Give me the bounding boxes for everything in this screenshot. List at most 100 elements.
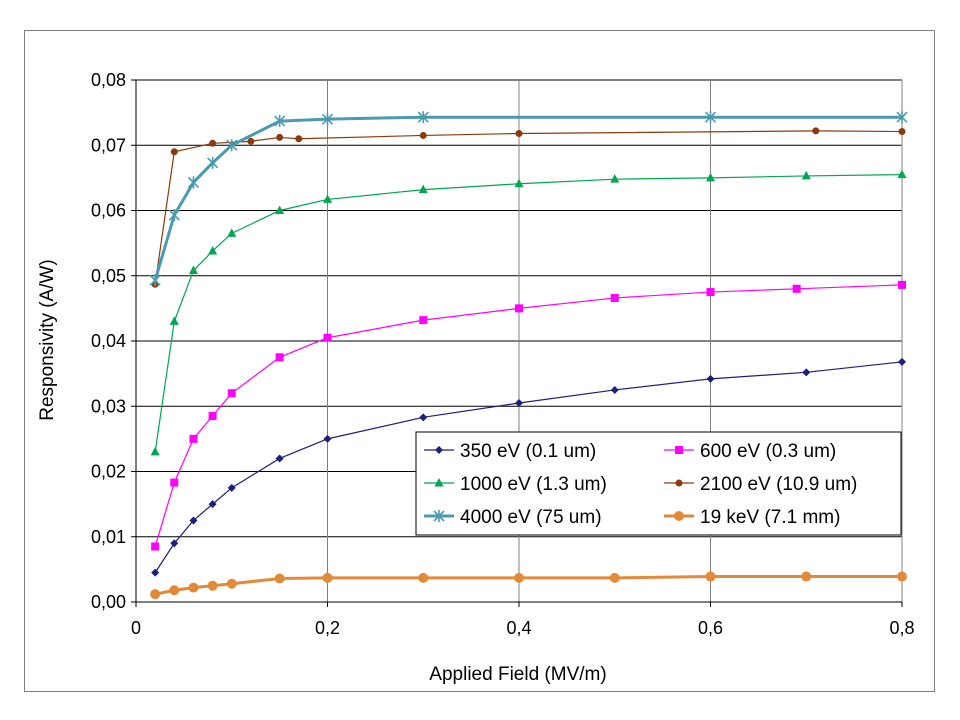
legend-item: 19 keV (7.1 mm) [664,507,840,528]
data-point [189,434,198,443]
series-3 [150,169,907,456]
legend-label: 2100 eV (10.9 um) [700,474,857,495]
data-point [275,353,284,362]
legend-marker [435,446,443,454]
data-point [323,333,332,342]
data-point [170,148,178,156]
legend-marker [675,446,683,454]
data-point [417,111,429,124]
data-point [801,170,811,180]
data-point [187,176,200,189]
series-6 [150,571,907,600]
data-point [515,304,523,313]
legend-label: 600 eV (0.3 um) [700,441,836,462]
data-point [515,130,523,138]
data-point [170,478,179,487]
data-point [419,131,427,139]
data-point [149,274,161,287]
legend-marker [675,479,683,487]
y-tick-label: 0,02 [91,462,126,482]
data-point [226,578,237,589]
series-4 [151,127,906,288]
y-tick-label: 0,04 [91,331,126,351]
y-tick-label: 0,07 [91,135,126,155]
x-tick-label: 0 [131,618,141,638]
data-point [295,135,303,143]
data-point [704,111,717,124]
data-point [801,571,812,582]
data-point [792,284,801,293]
data-point [208,412,217,421]
data-point [227,483,236,492]
data-point [170,539,179,548]
legend-label: 1000 eV (1.3 um) [460,474,607,495]
data-point [150,446,160,456]
data-point [802,368,811,377]
data-point [208,245,218,255]
series-line [154,575,902,596]
data-point [323,194,332,203]
legend-item: 2100 eV (10.9 um) [664,474,857,495]
x-tick-label: 0,2 [315,618,340,638]
legend-item: 350 eV (0.1 um) [424,441,596,462]
axes: 0,00 0,01 0,02 0,03 0,04 0,05 0,06 0,07 0,08 0 0,2… [91,70,915,638]
data-point [208,500,217,509]
legend-label: 19 keV (7.1 mm) [700,507,840,528]
series-line [153,115,902,281]
data-point [812,127,820,135]
y-tick-label: 0,06 [91,201,126,221]
data-point [275,205,285,214]
data-point [610,385,619,394]
legend-label: 350 eV (0.1 um) [460,441,596,462]
legend-item: 1000 eV (1.3 um) [424,474,607,495]
data-point [274,573,285,584]
x-tick-label: 0,6 [698,618,723,638]
legend-marker [433,510,445,522]
data-point [227,228,237,237]
x-tick-label: 0,8 [889,618,914,638]
legend-label: 4000 eV (75 um) [460,507,602,528]
data-point [188,582,199,593]
legend-item: 600 eV (0.3 um) [664,441,836,462]
x-axis-title: Applied Field (MV/m) [429,664,606,685]
data-point [419,316,428,325]
data-point [323,434,332,443]
data-point [514,572,524,583]
chart-frame [24,30,935,692]
data-point [151,542,160,551]
data-point [151,568,160,577]
data-point [610,293,619,302]
legend: 350 eV (0.1 um) 600 eV (0.3 um) 1000 eV (1… [415,431,902,536]
y-tick-label: 0,00 [91,592,126,612]
data-point [896,111,908,124]
data-point [897,169,907,179]
data-point [898,280,906,289]
data-point [609,572,620,583]
data-point [275,454,284,463]
y-tick-label: 0,01 [91,527,126,547]
series-2 [151,280,906,551]
legend-item: 4000 eV (75 um) [424,507,602,528]
series-line [154,130,903,285]
data-point [418,572,429,583]
data-point [168,209,180,222]
x-tick-label: 0,4 [506,618,531,638]
data-point [274,115,286,128]
y-tick-label: 0,05 [91,266,126,286]
legend-box [415,431,902,536]
data-point [610,174,620,183]
data-point [705,571,716,582]
y-axis-title: Responsivity (A/W) [37,259,58,421]
data-point [706,172,715,182]
data-point [419,413,428,422]
legend-marker [434,478,444,487]
data-point [515,398,523,407]
data-point [188,265,198,275]
data-point [706,374,715,383]
data-point [189,516,198,525]
data-point [169,585,180,596]
data-point [276,133,284,141]
data-point [514,178,524,188]
data-point [897,571,907,582]
